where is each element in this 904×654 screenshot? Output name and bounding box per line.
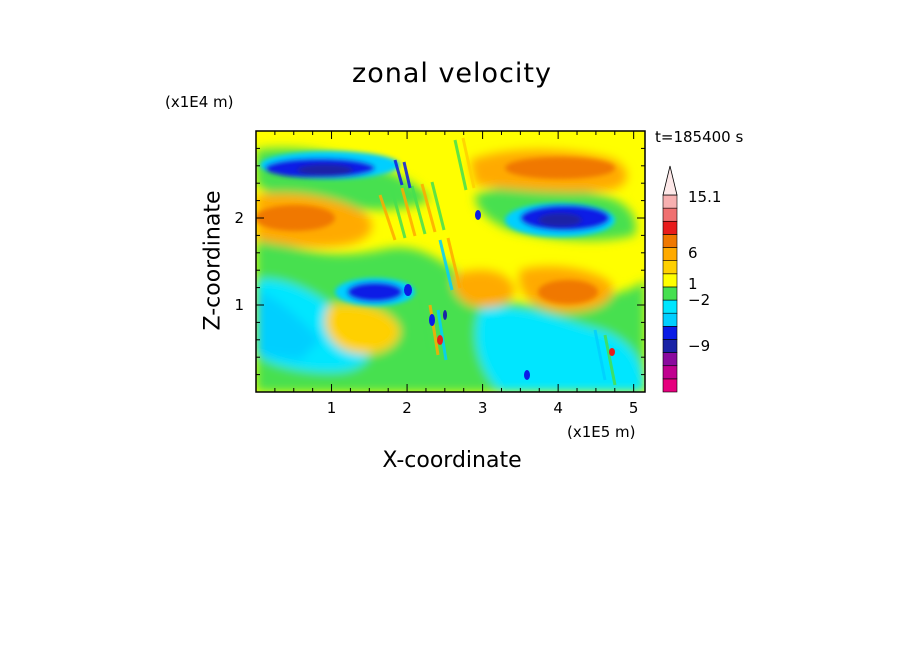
colorbar-swatch: [662, 352, 678, 367]
x-axis-unit: (x1E5 m): [567, 423, 636, 441]
colorbar-swatch: [662, 339, 678, 353]
colorbar-label: −2: [688, 291, 710, 309]
colorbar-swatch: [662, 207, 678, 222]
core-bands: [256, 151, 615, 306]
y-tick-label: 1: [234, 296, 244, 314]
x-tick-label: 4: [553, 399, 563, 417]
x-axis-label-wrap: X-coordinate: [0, 448, 904, 473]
x-tick-label: 2: [402, 399, 412, 417]
colorbar: 15.1 6 1−2 −9: [662, 165, 721, 393]
colorbar-swatch: [662, 312, 678, 327]
x-tick-label: 3: [478, 399, 488, 417]
colorbar-swatch: [662, 365, 678, 380]
colorbar-label: 15.1: [688, 188, 721, 206]
colorbar-swatch: [662, 378, 678, 393]
x-tick-label: 1: [327, 399, 337, 417]
x-tick-label: 5: [629, 399, 639, 417]
colorbar-label: 1: [688, 275, 698, 293]
colorbar-swatch: [662, 247, 678, 261]
y-tick-label: 2: [234, 209, 244, 227]
colorbar-swatch: [662, 326, 678, 340]
plot-frame: [255, 130, 646, 393]
axis-ticks: 1 2 3 4 5 1 2: [234, 131, 645, 417]
y-axis-unit: (x1E4 m): [165, 93, 234, 111]
colorbar-swatch: [662, 260, 678, 275]
fine-streaks: [378, 137, 617, 386]
time-label: t=185400 s: [655, 128, 744, 146]
colorbar-swatch: [662, 273, 678, 288]
colorbar-swatch: [662, 299, 678, 314]
colorbar-label: −9: [688, 337, 710, 355]
colorbar-label: 6: [688, 244, 698, 262]
x-axis-label: X-coordinate: [382, 448, 522, 473]
colorbar-swatch: [662, 234, 678, 248]
colorbar-swatch: [662, 220, 678, 235]
smooth-bands: [256, 148, 645, 392]
colorbar-swatch: [662, 194, 678, 209]
chart-title: zonal velocity: [352, 58, 552, 89]
contour-field: [256, 131, 645, 392]
small-spots: [404, 210, 615, 380]
colorbar-extend-arrow: [662, 165, 678, 196]
colorbar-swatch: [662, 286, 678, 301]
